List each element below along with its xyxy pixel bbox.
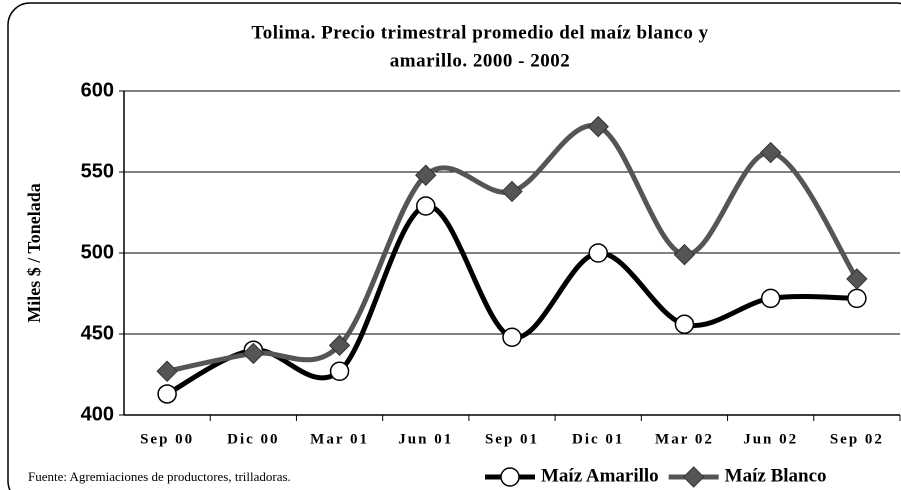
source-note: Fuente: Agremiaciones de productores, tr…: [28, 469, 291, 484]
point: [673, 243, 696, 266]
point: [242, 342, 265, 365]
point: [846, 268, 868, 290]
point: [759, 141, 782, 164]
point: [157, 384, 177, 404]
x-tick-label: Jun 01: [398, 431, 453, 447]
y-tick-label: 450: [81, 322, 114, 344]
x-tick-label: Mar 02: [655, 431, 714, 447]
point: [847, 288, 867, 309]
y-tick-label: 600: [81, 79, 114, 101]
legend-marker: [500, 467, 520, 487]
x-tick-label: Mar 01: [310, 431, 369, 447]
chart-title: Tolima. Precio trimestral promedio del m…: [251, 22, 708, 43]
y-tick-label: 550: [81, 160, 114, 182]
point: [501, 180, 523, 203]
point: [329, 361, 350, 382]
x-tick-label: Sep 02: [830, 431, 884, 447]
x-tick-label: Sep 00: [140, 431, 194, 447]
x-tick-label: Dic 01: [572, 431, 624, 447]
point: [588, 243, 608, 263]
y-tick-label: 400: [81, 403, 114, 425]
x-tick-label: Sep 01: [485, 431, 539, 447]
point: [502, 327, 522, 347]
legend-label: Maíz Amarillo: [541, 465, 659, 486]
point: [760, 288, 781, 309]
chart-title: amarillo. 2000 - 2002: [390, 50, 570, 71]
point: [416, 196, 436, 216]
line: [165, 203, 857, 397]
point: [328, 334, 351, 357]
x-tick-label: Jun 02: [743, 431, 798, 447]
y-tick-label: 500: [81, 241, 114, 263]
legend-label: Maíz Blanco: [725, 465, 827, 486]
point: [587, 115, 609, 138]
x-tick-label: Dic 00: [227, 431, 279, 447]
point: [156, 360, 178, 382]
y-axis-label: Miles $ / Tonelada: [24, 183, 44, 323]
chart-frame: [7, 2, 901, 490]
legend-marker: [682, 466, 705, 488]
point: [674, 314, 695, 335]
line: [166, 123, 859, 374]
point: [415, 164, 437, 186]
